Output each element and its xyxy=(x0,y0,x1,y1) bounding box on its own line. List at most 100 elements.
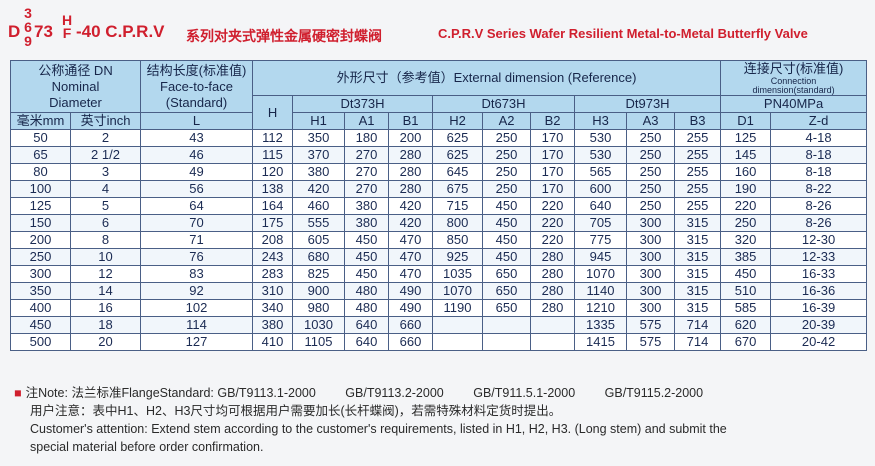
table-cell: 450 xyxy=(344,248,390,266)
table-cell: 250 xyxy=(482,180,532,198)
table-cell: 83 xyxy=(140,265,254,283)
table-cell: 480 xyxy=(344,299,390,317)
table-cell: 114 xyxy=(140,316,254,334)
table-cell: 675 xyxy=(432,180,484,198)
table-cell: 605 xyxy=(292,231,346,249)
table-cell: 925 xyxy=(432,248,484,266)
table-cell: 460 xyxy=(292,197,346,215)
header-external-dimension: 外形尺寸（参考值）External dimension (Reference) xyxy=(252,60,722,96)
table-cell: 220 xyxy=(530,231,576,249)
table-cell: 92 xyxy=(140,282,254,300)
table-row: 400 16 102 340 980 480 490 1190 650 280 1210 300 315… xyxy=(10,299,868,317)
table-cell: 8 xyxy=(69,231,142,249)
table-cell: 70 xyxy=(140,214,254,232)
table-cell: 12-30 xyxy=(770,231,868,249)
table-cell: 280 xyxy=(388,180,434,198)
table-cell: 660 xyxy=(388,316,434,334)
table-cell: 315 xyxy=(674,265,722,283)
table-cell: 16-39 xyxy=(770,299,868,317)
header-h: H xyxy=(252,95,294,130)
table-cell: 270 xyxy=(344,146,390,164)
table-cell: 300 xyxy=(626,282,676,300)
header-b2: B2 xyxy=(530,112,576,130)
table-cell: 200 xyxy=(388,129,434,147)
table-row: 250 10 76 243 680 450 470 925 450 280 945 300 315 385… xyxy=(10,248,868,266)
table-cell: 250 xyxy=(10,248,71,266)
table-cell: 450 xyxy=(482,197,532,215)
table-cell: 480 xyxy=(344,282,390,300)
table-cell: 310 xyxy=(252,282,294,300)
header-a1: A1 xyxy=(344,112,390,130)
table-cell: 1070 xyxy=(574,265,628,283)
table-cell: 600 xyxy=(574,180,628,198)
header-d1: D1 xyxy=(720,112,772,130)
table-cell xyxy=(432,316,484,334)
table-cell: 340 xyxy=(252,299,294,317)
table-row: 125 5 64 164 460 380 420 715 450 220 640 250 255 220 8… xyxy=(10,197,868,215)
table-cell: 5 xyxy=(69,197,142,215)
table-cell: 49 xyxy=(140,163,254,181)
table-cell: 250 xyxy=(626,197,676,215)
header-dt373h: Dt373H xyxy=(292,95,434,113)
table-cell: 470 xyxy=(388,248,434,266)
table-cell: 250 xyxy=(626,129,676,147)
table-row: 350 14 92 310 900 480 490 1070 650 280 1140 300 315 5… xyxy=(10,282,868,300)
table-cell: 270 xyxy=(344,163,390,181)
table-cell: 775 xyxy=(574,231,628,249)
table-cell: 400 xyxy=(10,299,71,317)
header-h2: H2 xyxy=(432,112,484,130)
table-cell: 250 xyxy=(626,180,676,198)
table-cell: 243 xyxy=(252,248,294,266)
table-cell: 420 xyxy=(388,214,434,232)
bullet-icon: ■ xyxy=(14,386,22,400)
table-cell xyxy=(530,316,576,334)
table-cell: 315 xyxy=(674,214,722,232)
table-cell: 16-36 xyxy=(770,282,868,300)
table-cell: 385 xyxy=(720,248,772,266)
table-cell: 825 xyxy=(292,265,346,283)
table-cell: 112 xyxy=(252,129,294,147)
table-cell: 645 xyxy=(432,163,484,181)
table-cell: 12-33 xyxy=(770,248,868,266)
title-chinese: 系列对夹式弹性金属硬密封蝶阀 xyxy=(186,28,382,44)
table-cell: 250 xyxy=(720,214,772,232)
table-cell: 255 xyxy=(674,180,722,198)
table-cell: 650 xyxy=(482,265,532,283)
table-cell: 280 xyxy=(388,146,434,164)
header-h1: H1 xyxy=(292,112,346,130)
table-row: 80 3 49 120 380 270 280 645 250 170 565 250 255 160 8-… xyxy=(10,163,868,181)
table-cell: 650 xyxy=(482,299,532,317)
table-cell: 220 xyxy=(720,197,772,215)
table-cell: 8-22 xyxy=(770,180,868,198)
table-cell: 670 xyxy=(720,333,772,351)
table-cell: 500 xyxy=(10,333,71,351)
header-h3: H3 xyxy=(574,112,628,130)
table-cell: 80 xyxy=(10,163,71,181)
table-cell: 490 xyxy=(388,299,434,317)
table-cell: 115 xyxy=(252,146,294,164)
table-cell: 64 xyxy=(140,197,254,215)
table-cell: 315 xyxy=(674,282,722,300)
table-cell: 300 xyxy=(626,299,676,317)
header-dt973h: Dt973H xyxy=(574,95,722,113)
table-cell: 255 xyxy=(674,197,722,215)
table-cell: 255 xyxy=(674,146,722,164)
note-en-attention-1: Customer's attention: Extend stem accord… xyxy=(30,422,727,436)
table-cell xyxy=(530,333,576,351)
table-row: 100 4 56 138 420 270 280 675 250 170 600 250 255 190 8… xyxy=(10,180,868,198)
table-cell: 530 xyxy=(574,146,628,164)
table-cell: 280 xyxy=(530,299,576,317)
table-row: 450 18 114 380 1030 640 660 1335 575 714 620 20-39 xyxy=(10,316,868,334)
table-cell: 270 xyxy=(344,180,390,198)
header-dt673h: Dt673H xyxy=(432,95,576,113)
table-cell: 250 xyxy=(626,163,676,181)
header-l: L xyxy=(140,112,254,130)
table-cell: 380 xyxy=(344,214,390,232)
table-cell: 945 xyxy=(574,248,628,266)
table-cell: 6 xyxy=(69,214,142,232)
table-cell: 1070 xyxy=(432,282,484,300)
table-cell: 1335 xyxy=(574,316,628,334)
table-cell: 170 xyxy=(530,163,576,181)
header-mm: 毫米mm xyxy=(10,112,71,130)
table-cell: 71 xyxy=(140,231,254,249)
